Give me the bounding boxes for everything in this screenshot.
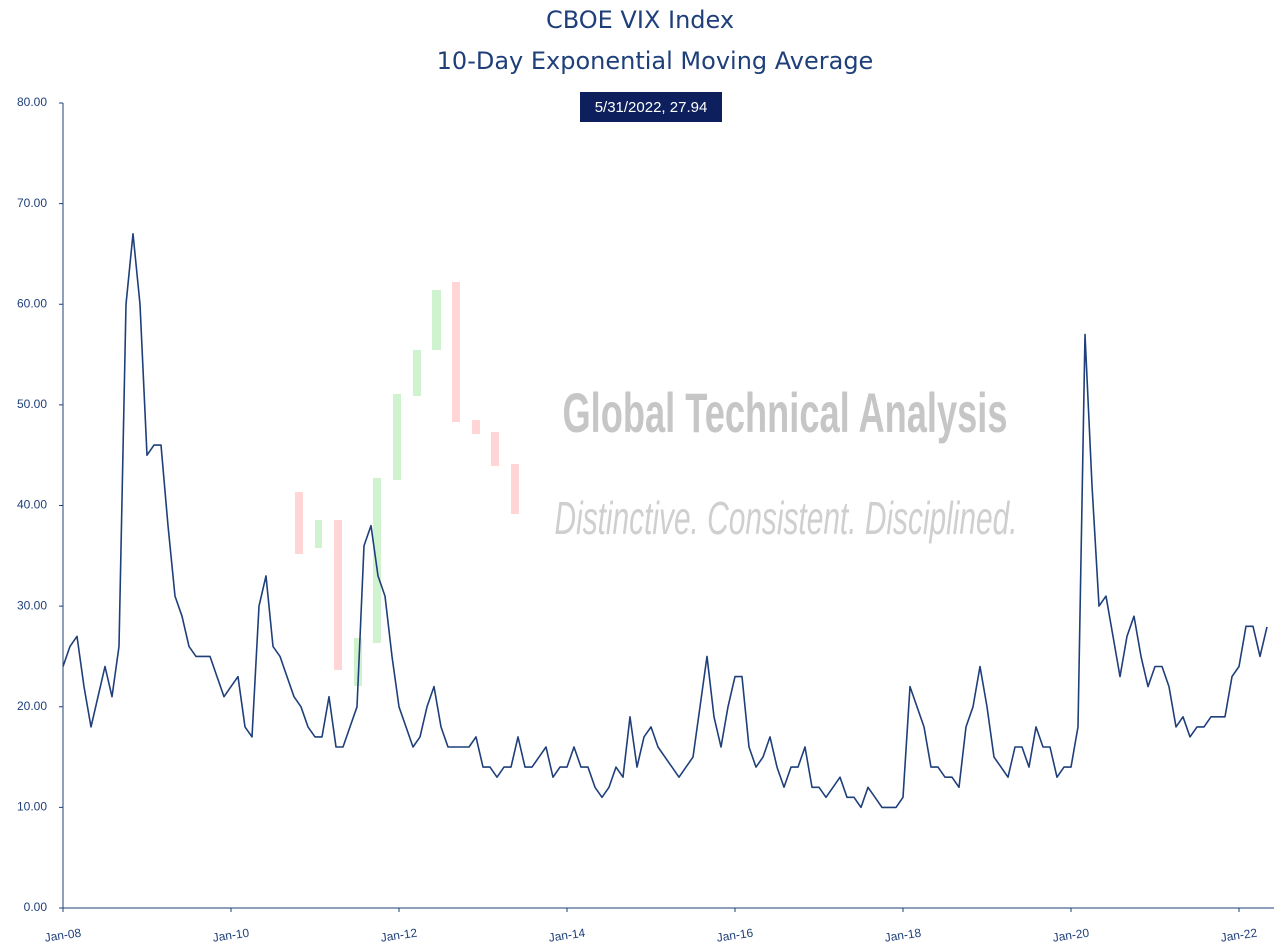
chart-subtitle: 10-Day Exponential Moving Average: [437, 47, 874, 75]
y-tick-label: 20.00: [17, 699, 47, 713]
watermark-title: Global Technical Analysis: [563, 381, 1008, 444]
y-tick-label: 30.00: [17, 598, 47, 612]
x-tick-label: Jan-16: [716, 926, 755, 945]
y-tick-label: 70.00: [17, 196, 47, 210]
y-tick-label: 60.00: [17, 296, 47, 310]
y-tick-label: 80.00: [17, 95, 47, 109]
y-tick-label: 0.00: [24, 900, 48, 914]
annotation-box: [580, 92, 722, 122]
y-tick-label: 40.00: [17, 498, 47, 512]
y-tick-label: 50.00: [17, 397, 47, 411]
watermark-logo: [295, 282, 519, 686]
x-tick-label: Jan-08: [44, 926, 83, 945]
x-tick-label: Jan-14: [548, 926, 587, 945]
x-tick-label: Jan-10: [212, 926, 251, 945]
y-tick-label: 10.00: [17, 800, 47, 814]
annotation: 5/31/2022, 27.94: [595, 99, 708, 116]
x-tick-label: Jan-12: [380, 926, 419, 945]
x-tick-label: Jan-22: [1220, 926, 1259, 945]
x-tick-label: Jan-20: [1052, 926, 1091, 945]
x-tick-label: Jan-18: [884, 926, 923, 945]
chart-title: CBOE VIX Index: [546, 6, 734, 34]
line-series: [62, 233, 1268, 809]
watermark-tagline: Distinctive. Consistent. Disciplined.: [555, 492, 1018, 544]
